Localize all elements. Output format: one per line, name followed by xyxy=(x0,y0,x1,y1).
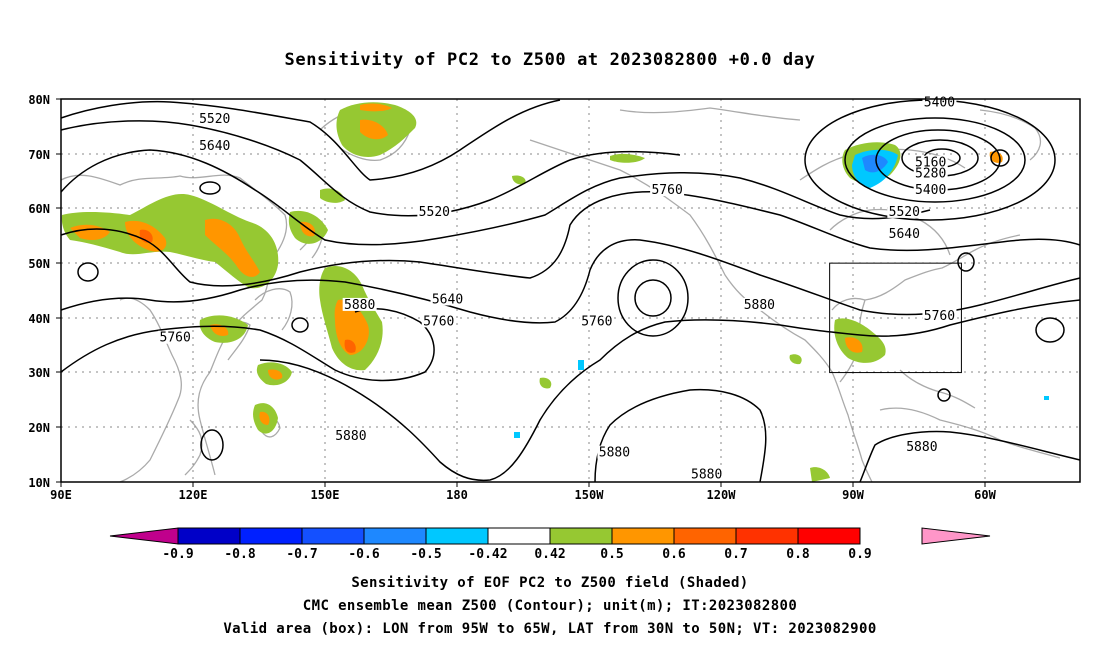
contour-label-background xyxy=(158,330,193,344)
contour-label-background xyxy=(197,111,232,125)
contour-label: 5280 xyxy=(915,167,946,182)
colorbar-segments xyxy=(177,527,861,545)
longitude-labels: 90E 120E 150E 180 150W 120W 90W 60W xyxy=(50,488,996,502)
lat-label: 70N xyxy=(28,148,50,162)
contour-label-background xyxy=(913,166,948,180)
contour-label: 5760 xyxy=(160,331,191,346)
caption-contour: CMC ensemble mean Z500 (Contour); unit(m… xyxy=(302,598,798,614)
contour-label: 5760 xyxy=(924,309,955,324)
contour-label-background xyxy=(197,139,232,153)
colorbar-label: -0.42 xyxy=(468,547,507,562)
contour-label-background xyxy=(913,155,948,169)
caption-shading: Sensitivity of EOF PC2 to Z500 field (Sh… xyxy=(351,575,749,591)
colorbar-label: -0.5 xyxy=(410,547,441,562)
contour-label: 5880 xyxy=(335,429,366,444)
lon-label: 90E xyxy=(50,488,72,502)
colorbar-left-triangle xyxy=(109,527,179,545)
contour-label: 5520 xyxy=(889,205,920,220)
contour-labels: 5520 5640 5520 5640 5880 5760 5760 5760 5880 5880… xyxy=(158,95,957,483)
lat-label: 10N xyxy=(28,476,50,490)
contour-label: 5640 xyxy=(889,227,920,242)
colorbar-segment xyxy=(735,527,799,545)
contour-label-background xyxy=(342,297,377,311)
contour-label-background xyxy=(689,467,724,481)
colorbar-label: -0.6 xyxy=(348,547,379,562)
contour-label-background xyxy=(579,314,614,328)
contour-label-background xyxy=(430,292,465,306)
contour-label-background xyxy=(333,429,368,443)
lat-label: 60N xyxy=(28,202,50,216)
contour-label-background xyxy=(421,314,456,328)
contour-label: 5640 xyxy=(199,139,230,154)
lon-label: 180 xyxy=(446,488,468,502)
contour-label: 5880 xyxy=(691,468,722,483)
colorbar-label: 0.8 xyxy=(786,547,810,562)
lon-label: 120W xyxy=(707,488,737,502)
colorbar-segment xyxy=(301,527,365,545)
contour-label-background xyxy=(904,440,939,454)
contour-label: 5760 xyxy=(423,314,454,329)
contour-label-background xyxy=(887,226,922,240)
colorbar-label: 0.7 xyxy=(724,547,747,562)
plot-title: Sensitivity of PC2 to Z500 at 2023082800… xyxy=(284,50,816,70)
colorbar-label: 0.6 xyxy=(662,547,686,562)
colorbar-segment xyxy=(611,527,675,545)
lat-label: 40N xyxy=(28,312,50,326)
contour-label: 5400 xyxy=(915,183,946,198)
colorbar: -0.9 -0.8 -0.7 -0.6 -0.5 -0.42 0.42 0.5 0.6 0.7 0.… xyxy=(109,527,991,562)
contour-label: 5760 xyxy=(581,314,612,329)
contour-label: 5880 xyxy=(744,298,775,313)
contour-label-background xyxy=(913,183,948,197)
map-background xyxy=(61,99,1080,482)
contour-label-background xyxy=(887,204,922,218)
colorbar-segment xyxy=(363,527,427,545)
contour-label: 5760 xyxy=(651,183,682,198)
contour-label-background xyxy=(922,308,957,322)
colorbar-segment xyxy=(177,527,241,545)
colorbar-segment xyxy=(239,527,303,545)
colorbar-labels: -0.9 -0.8 -0.7 -0.6 -0.5 -0.42 0.42 0.5 0.6 0.7 0.… xyxy=(162,547,871,562)
contour-label: 5520 xyxy=(419,205,450,220)
latitude-labels: 80N 70N 60N 50N 40N 30N 20N 10N xyxy=(28,93,50,490)
contour-label-background xyxy=(597,445,632,459)
lon-label: 90W xyxy=(842,488,864,502)
colorbar-segment xyxy=(673,527,737,545)
lat-label: 80N xyxy=(28,93,50,107)
lon-label: 60W xyxy=(974,488,996,502)
colorbar-segment xyxy=(549,527,613,545)
contour-label: 5400 xyxy=(924,95,955,110)
colorbar-label: -0.7 xyxy=(286,547,317,562)
tick-marks xyxy=(56,98,986,487)
colorbar-label: 0.5 xyxy=(600,547,623,562)
map-frame xyxy=(60,98,1081,483)
colorbar-segment xyxy=(797,527,861,545)
contour-label: 5520 xyxy=(199,112,230,127)
contour-label-background xyxy=(742,297,777,311)
contour-label-background xyxy=(650,183,685,197)
colorbar-label: 0.42 xyxy=(534,547,565,562)
contour-label: 5880 xyxy=(906,440,937,455)
lat-label: 20N xyxy=(28,421,50,435)
caption-valid-area: Valid area (box): LON from 95W to 65W, L… xyxy=(223,621,877,637)
lon-label: 150E xyxy=(311,488,340,502)
lat-label: 50N xyxy=(28,257,50,271)
contour-label: 5640 xyxy=(432,292,463,307)
sensitivity-shading xyxy=(61,102,1049,482)
colorbar-label: -0.8 xyxy=(224,547,255,562)
lon-label: 120E xyxy=(179,488,208,502)
colorbar-label: -0.9 xyxy=(162,547,193,562)
contour-label-background xyxy=(417,204,452,218)
lat-label: 30N xyxy=(28,366,50,380)
lon-label: 150W xyxy=(575,488,605,502)
contour-label: 5880 xyxy=(599,446,630,461)
valid-area-box xyxy=(829,262,962,374)
colorbar-label: 0.9 xyxy=(848,547,871,562)
colorbar-right-triangle xyxy=(921,527,991,545)
contour-label: 5880 xyxy=(344,298,375,313)
colorbar-segment xyxy=(425,527,489,545)
colorbar-segment xyxy=(487,527,551,545)
